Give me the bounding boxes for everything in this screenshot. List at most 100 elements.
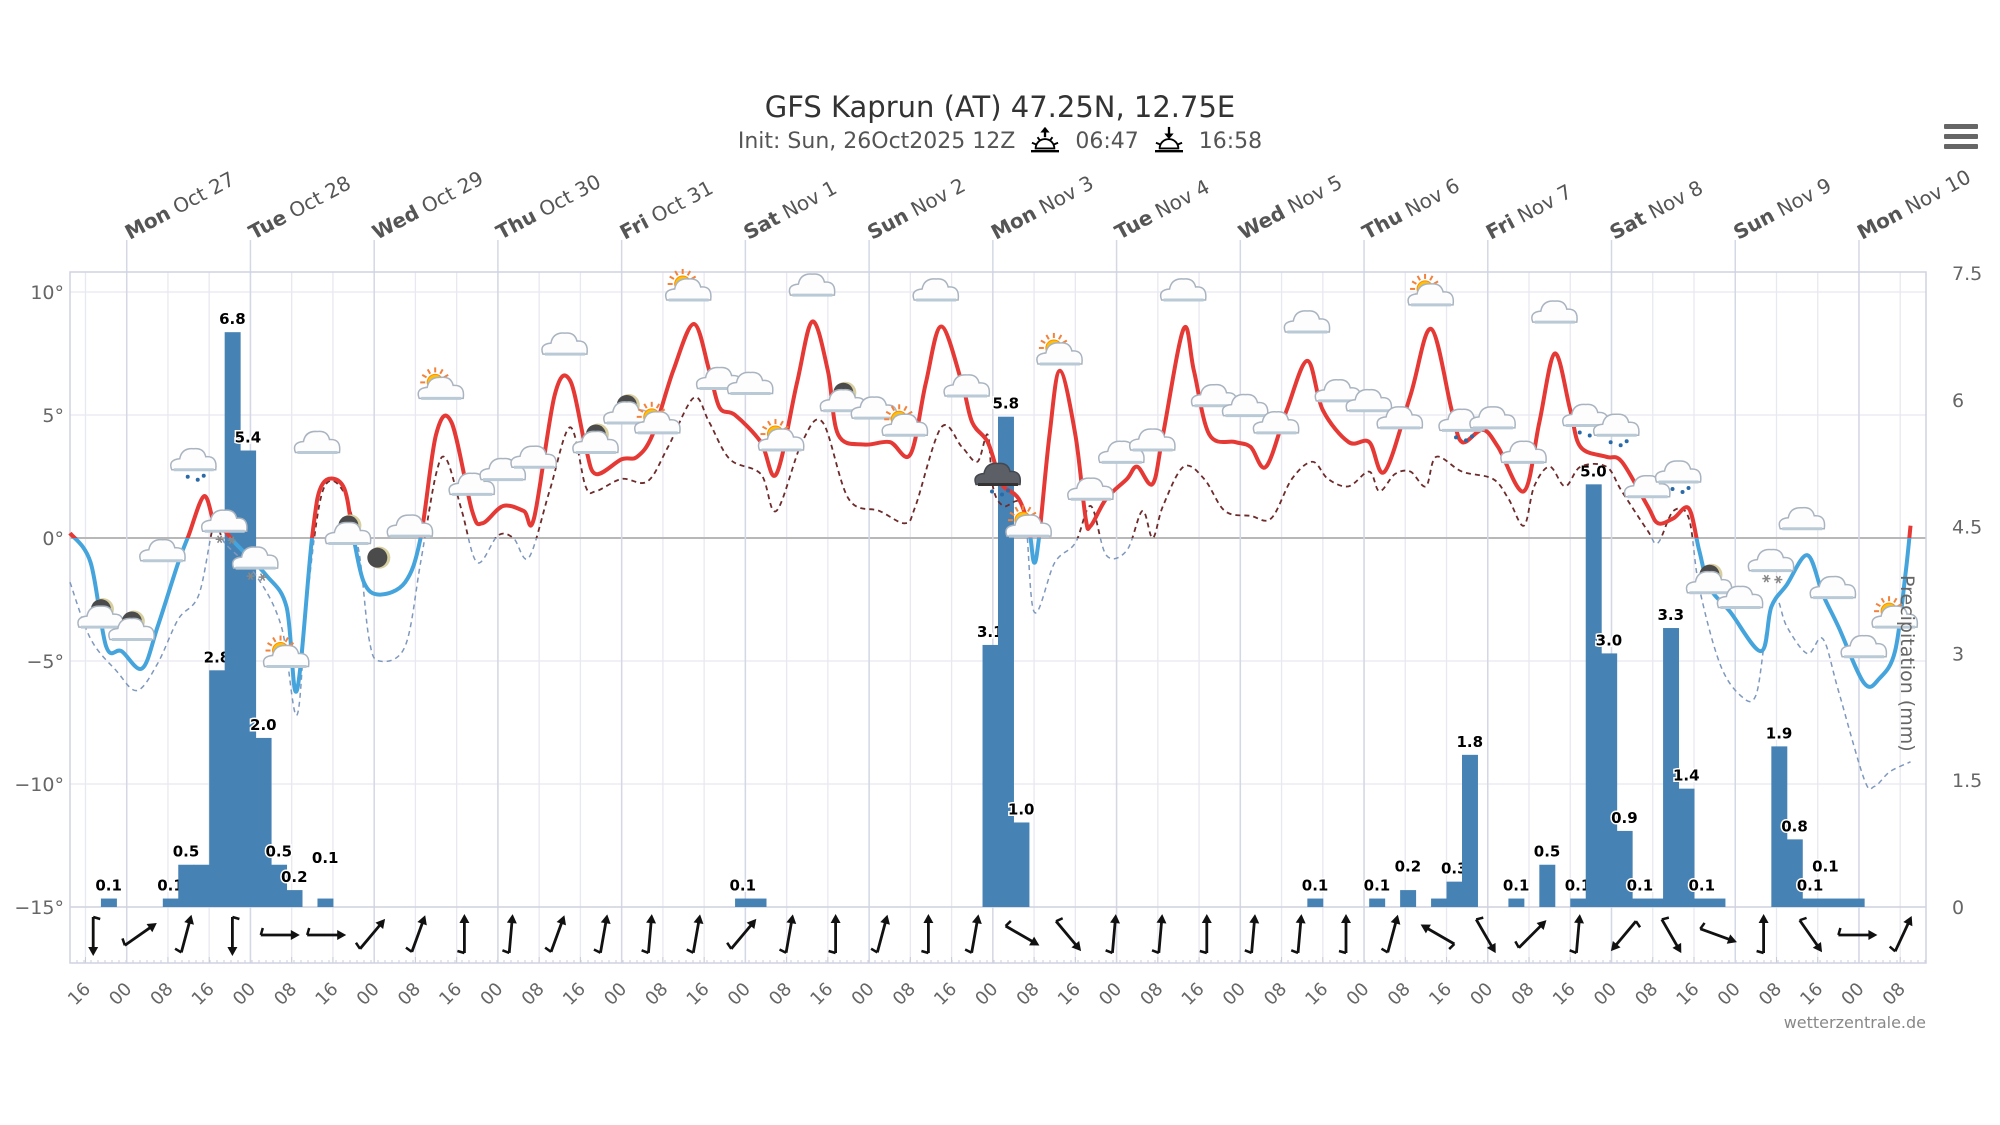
sun-cloud-icon xyxy=(417,367,465,400)
cloud-icon xyxy=(943,374,991,398)
snowflake xyxy=(1763,574,1769,583)
x-hour-label: 08 xyxy=(146,979,177,1010)
wind-arrow-head xyxy=(1812,941,1823,953)
cloud-shape xyxy=(1067,477,1114,501)
sun-ray xyxy=(272,637,277,643)
precip-bar xyxy=(1601,653,1618,907)
precip-bar xyxy=(1570,898,1587,907)
x-hour-label: 08 xyxy=(270,979,301,1010)
precip-bar xyxy=(1446,881,1463,907)
cloud-shape xyxy=(386,514,434,537)
temperature-line-below-zero xyxy=(71,538,1912,694)
wind-arrow-head xyxy=(1110,914,1121,924)
snow-cloud-icon xyxy=(231,546,279,581)
wind-arrow-head xyxy=(1574,914,1585,924)
wind-arrow-barb xyxy=(259,927,265,936)
cloud-shape xyxy=(1840,634,1888,658)
wind-arrow-barb xyxy=(305,927,311,936)
wind-arrow-shaft xyxy=(1699,927,1733,942)
wind-arrow-head xyxy=(746,918,757,930)
precip-bar xyxy=(1833,898,1850,907)
cloud-icon xyxy=(1500,440,1547,464)
cloud-shape xyxy=(293,430,341,454)
moon-cloud-icon xyxy=(603,394,650,425)
sun-ray xyxy=(885,410,892,416)
wind-arrow-shaft xyxy=(1660,918,1681,950)
y-axis-right-label: 1.5 xyxy=(1952,770,1982,792)
precip-label: 2.0 xyxy=(250,716,277,734)
precipitation-axis-title: Precipitation (mm) xyxy=(1896,575,1918,752)
wind-arrow-barb xyxy=(1837,927,1842,936)
snow-cloud-icon xyxy=(200,509,248,545)
precip-label: 3.3 xyxy=(1658,606,1685,624)
cloud-icon xyxy=(788,273,836,297)
cloud-shape xyxy=(324,521,372,545)
wind-arrow-head xyxy=(880,914,890,925)
precip-bar xyxy=(1400,890,1417,907)
wind-arrow-head xyxy=(1071,940,1082,952)
precip-label: 0.2 xyxy=(1395,858,1422,876)
hamburger-menu-icon[interactable] xyxy=(1944,124,1978,150)
sun-ray xyxy=(1416,275,1421,281)
wind-arrow-barb xyxy=(1338,949,1347,955)
wind-arrow-shaft xyxy=(179,919,192,953)
cloud-shape xyxy=(572,430,619,454)
cloud-icon xyxy=(1531,300,1578,324)
chart-subtitle: Init: Sun, 26Oct2025 12Z 06:47 16:58 xyxy=(0,126,2000,154)
wind-arrow-head xyxy=(417,915,427,926)
wind-arrow-barb xyxy=(1634,920,1642,928)
y-axis-right-label: 0 xyxy=(1952,897,1964,919)
day-date: Nov 10 xyxy=(1895,164,1974,221)
x-hour-label: 16 xyxy=(683,979,714,1010)
sun-cloud-icon xyxy=(262,635,310,669)
credit-text[interactable]: wetterzentrale.de xyxy=(1783,1013,1926,1032)
y-axis-left-label: −15° xyxy=(14,897,64,919)
wind-arrow-icon xyxy=(501,914,517,955)
wind-arrow-barb xyxy=(121,938,127,946)
sun-ray xyxy=(761,425,768,430)
wind-arrow-shaft xyxy=(784,918,794,953)
wind-arrow-shaft xyxy=(875,919,888,953)
wind-arrow-barb xyxy=(1290,949,1299,955)
x-hour-label: 16 xyxy=(806,979,837,1010)
cloud-icon xyxy=(1252,410,1300,435)
cloud-shape xyxy=(1159,278,1207,301)
precip-bar xyxy=(1462,754,1478,907)
cloud-icon xyxy=(1067,477,1114,501)
wind-arrow-head xyxy=(1029,936,1040,946)
wind-arrow-shaft xyxy=(647,918,653,954)
precip-bar xyxy=(1431,898,1448,907)
wind-arrow-shaft xyxy=(1575,918,1581,954)
wind-arrow-barb xyxy=(726,942,733,950)
x-hour-label: 00 xyxy=(600,979,631,1010)
precip-bar xyxy=(1817,898,1834,907)
snowflake xyxy=(217,535,223,544)
wind-arrow-icon xyxy=(121,922,157,947)
wind-arrow-barb xyxy=(1199,949,1208,955)
wind-arrow-head xyxy=(1726,934,1737,944)
day-date: Oct 28 xyxy=(279,171,355,226)
snowflake xyxy=(1775,575,1781,584)
cloud-shape xyxy=(633,410,681,434)
x-hour-label: 16 xyxy=(1054,979,1085,1010)
precip-label: 0.1 xyxy=(1797,877,1824,895)
snowflake xyxy=(259,573,266,581)
sun-cloud-icon xyxy=(664,269,712,302)
y-axis-left-label: −10° xyxy=(14,774,64,796)
wind-arrow-barb xyxy=(641,949,649,955)
day-date: Nov 9 xyxy=(1767,173,1835,224)
day-label: Mon Nov 10 xyxy=(1853,164,1975,244)
sun-ray xyxy=(779,420,784,426)
wind-arrow-shaft xyxy=(1054,920,1079,949)
wind-arrow-barb xyxy=(457,949,465,955)
wind-arrow-head xyxy=(971,914,982,925)
moon-cloud-icon xyxy=(572,423,619,455)
cloud-shape xyxy=(1531,300,1578,323)
rain-drop xyxy=(1624,439,1629,444)
day-date: Nov 8 xyxy=(1639,175,1707,226)
y-axis-right-label: 7.5 xyxy=(1952,263,1982,285)
sun-ray xyxy=(1893,597,1898,604)
precip-label: 0.1 xyxy=(730,877,757,895)
init-time: Init: Sun, 26Oct2025 12Z xyxy=(737,129,1016,154)
sun-ray xyxy=(1880,597,1885,604)
